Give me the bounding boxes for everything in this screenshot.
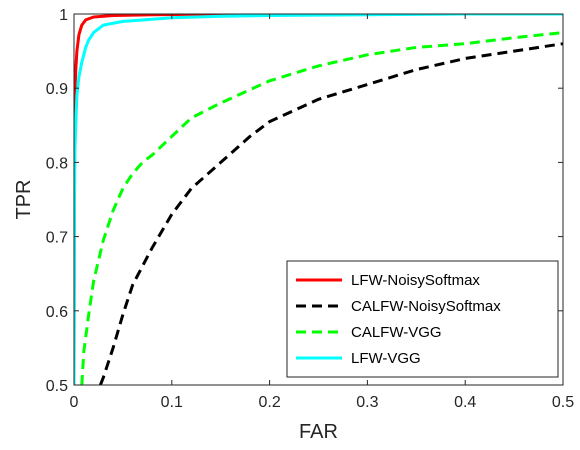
x-tick-label: 0.3 [356,394,378,411]
y-tick-label: 0.9 [46,81,68,98]
legend-label: CALFW-VGG [351,324,442,341]
y-tick-label: 1 [59,7,68,24]
y-tick-label: 0.5 [46,378,68,395]
legend-label: CALFW-NoisySoftmax [351,298,501,315]
series-line-lfw-vgg [74,14,563,385]
y-tick-label: 0.6 [46,304,68,321]
y-tick-label: 0.7 [46,230,68,247]
series-line-calfw-noisysoftmax [99,42,563,385]
ticks-layer: 0 0.1 0.2 0.3 0.4 0.5 0.5 0.6 0.7 0.8 0.9 1 [46,7,574,411]
legend-label: LFW-NoisySoftmax [351,272,480,289]
x-tick-label: 0.1 [161,394,183,411]
x-axis-title: FAR [299,421,338,443]
x-tick-label: 0.5 [552,394,574,411]
y-tick-label: 0.8 [46,155,68,172]
y-axis-title: TPR [13,180,35,220]
series-line-calfw-vgg [80,31,563,385]
x-tick-label: 0.4 [454,394,476,411]
legend-label: LFW-VGG [351,350,421,367]
legend: LFW-NoisySoftmax CALFW-NoisySoftmax CALFW-… [286,260,559,378]
plot-frame [73,13,564,386]
x-tick-label: 0 [70,394,79,411]
x-tick-label: 0.2 [258,394,280,411]
